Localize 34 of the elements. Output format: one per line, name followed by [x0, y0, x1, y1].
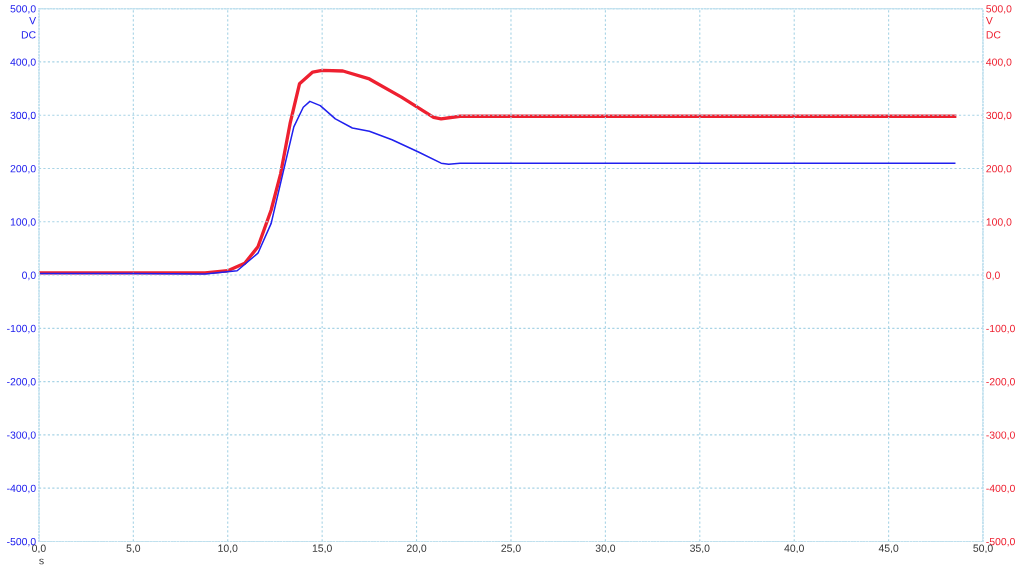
- y2-tick-label: 300,0: [986, 111, 1012, 121]
- x-tick-label: 20,0: [406, 544, 427, 554]
- y2-tick-label: -400,0: [986, 484, 1015, 494]
- x-tick-label: 45,0: [878, 544, 899, 554]
- y2-tick-label: 100,0: [986, 218, 1012, 227]
- x-tick-label: 35,0: [690, 544, 710, 554]
- x-tick-label: 10,0: [218, 544, 238, 554]
- y2-axis-title: V DC: [985, 17, 1001, 39]
- x-tick-label: 30,0: [595, 544, 616, 554]
- y-tick-label: -300,0: [7, 431, 36, 440]
- x-tick-label: 5,0: [126, 544, 141, 554]
- y2-tick-label: 500,0: [986, 5, 1012, 14]
- x-tick-label: 15,0: [312, 544, 332, 554]
- y-tick-label: -100,0: [7, 324, 36, 334]
- y-tick-label: 500,0: [10, 5, 36, 14]
- y-tick-label: -400,0: [7, 484, 36, 494]
- y-tick-label: 300,0: [10, 111, 36, 121]
- y-tick-label: -200,0: [7, 378, 36, 387]
- y2-tick-label: -200,0: [986, 378, 1015, 387]
- y-tick-label: 100,0: [10, 218, 36, 227]
- x-tick-label: 25,0: [501, 544, 521, 554]
- y2-tick-label: 400,0: [986, 58, 1012, 68]
- y2-tick-label: 0,0: [986, 271, 1000, 281]
- y-tick-label: 400,0: [10, 58, 36, 68]
- y-axis-title: V DC: [21, 17, 37, 39]
- y2-tick-label: -100,0: [986, 324, 1015, 334]
- y-tick-label: 0,0: [22, 271, 36, 281]
- x-tick-label: 40,0: [784, 544, 804, 554]
- line-series: [40, 100, 956, 275]
- x-axis-title: s: [39, 558, 44, 565]
- y-tick-label: 200,0: [10, 164, 36, 174]
- line-series: [39, 68, 957, 275]
- y2-tick-label: 200,0: [986, 164, 1012, 174]
- y2-tick-label: -300,0: [986, 431, 1015, 440]
